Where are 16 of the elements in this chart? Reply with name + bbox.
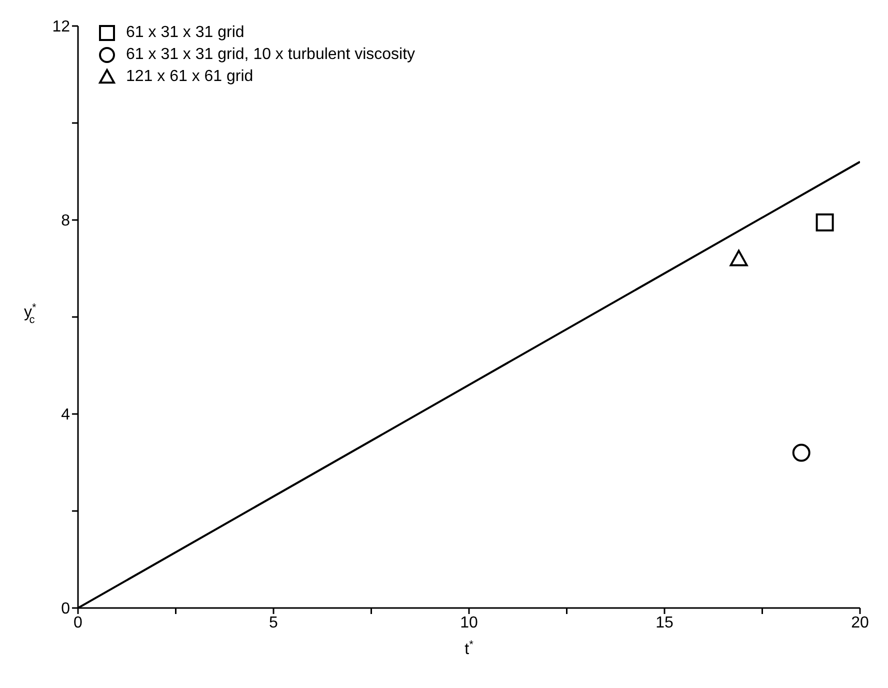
legend-label: 61 x 31 x 31 grid, 10 x turbulent viscosity	[126, 45, 416, 65]
legend-label: 61 x 31 x 31 grid	[126, 23, 244, 43]
point	[816, 213, 834, 232]
x-tick-label: 0	[74, 614, 83, 632]
legend-label: 121 x 61 x 61 grid	[126, 67, 254, 87]
x-tick-label: 15	[656, 614, 674, 632]
x-axis-title: t$^{*}$	[464, 639, 474, 658]
y-tick-label: 0	[61, 600, 70, 618]
y-tick-label: 8	[61, 212, 70, 230]
y-tick-label: 12	[52, 18, 70, 36]
x-tick-label: 20	[851, 614, 869, 632]
x-tick-label: 5	[269, 614, 278, 632]
x-tick-label: 10	[460, 614, 478, 632]
point	[730, 250, 748, 266]
y-tick-label: 4	[61, 406, 70, 424]
point	[792, 444, 810, 462]
